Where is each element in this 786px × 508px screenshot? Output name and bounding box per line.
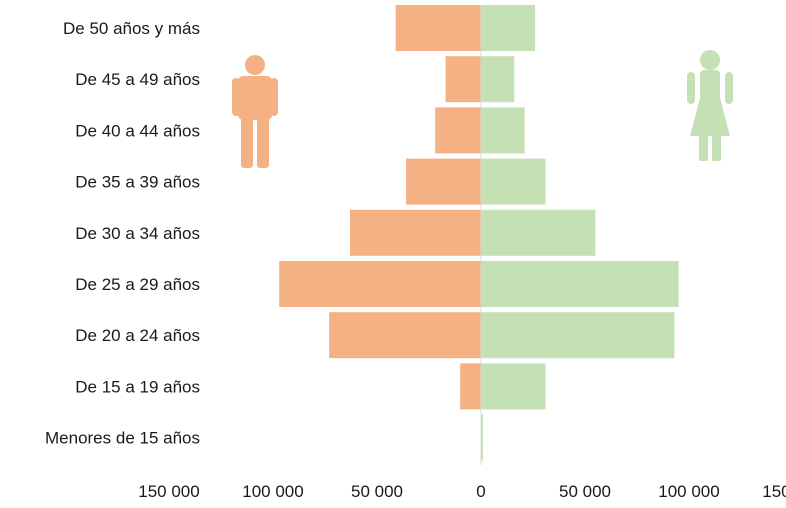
- bar-left-4: [350, 209, 481, 256]
- bar-left-7: [445, 56, 481, 103]
- bar-right-5: [481, 158, 546, 205]
- x-tick-label: 150 000: [138, 482, 199, 501]
- x-tick-label: 150 000: [762, 482, 786, 501]
- bar-left-5: [406, 158, 481, 205]
- woman-icon: [687, 50, 733, 161]
- category-label: De 15 a 19 años: [75, 377, 200, 396]
- x-tick-label: 100 000: [658, 482, 719, 501]
- category-label: De 40 a 44 años: [75, 121, 200, 140]
- bar-right-2: [481, 312, 675, 359]
- bar-left-3: [279, 261, 481, 307]
- bar-left-6: [435, 107, 481, 154]
- x-tick-label: 0: [476, 482, 485, 501]
- bar-left-1: [460, 363, 481, 410]
- bar-right-6: [481, 107, 525, 154]
- bar-right-0: [481, 414, 484, 461]
- bar-right-7: [481, 56, 515, 103]
- category-label: De 50 años y más: [63, 19, 200, 38]
- category-label: De 35 a 39 años: [75, 173, 200, 192]
- bar-right-3: [481, 261, 679, 307]
- category-label: De 45 a 49 años: [75, 70, 200, 89]
- bar-left-2: [329, 312, 481, 359]
- x-tick-label: 100 000: [242, 482, 303, 501]
- x-tick-labels: 150 000 100 000 50 000 0 50 000 100 000 150 00…: [138, 482, 786, 501]
- bar-right-4: [481, 209, 596, 256]
- category-labels: Menores de 15 años De 15 a 19 años De 20 a…: [45, 19, 200, 448]
- category-label: De 30 a 34 años: [75, 224, 200, 243]
- x-tick-label: 50 000: [351, 482, 403, 501]
- bars-layer: [279, 5, 679, 461]
- bar-right-8: [481, 5, 536, 51]
- x-tick-label: 50 000: [559, 482, 611, 501]
- category-label: De 25 a 29 años: [75, 275, 200, 294]
- man-icon: [232, 55, 278, 168]
- category-label: De 20 a 24 años: [75, 326, 200, 345]
- category-label: Menores de 15 años: [45, 429, 200, 448]
- bar-left-8: [395, 5, 481, 51]
- bar-right-1: [481, 363, 546, 410]
